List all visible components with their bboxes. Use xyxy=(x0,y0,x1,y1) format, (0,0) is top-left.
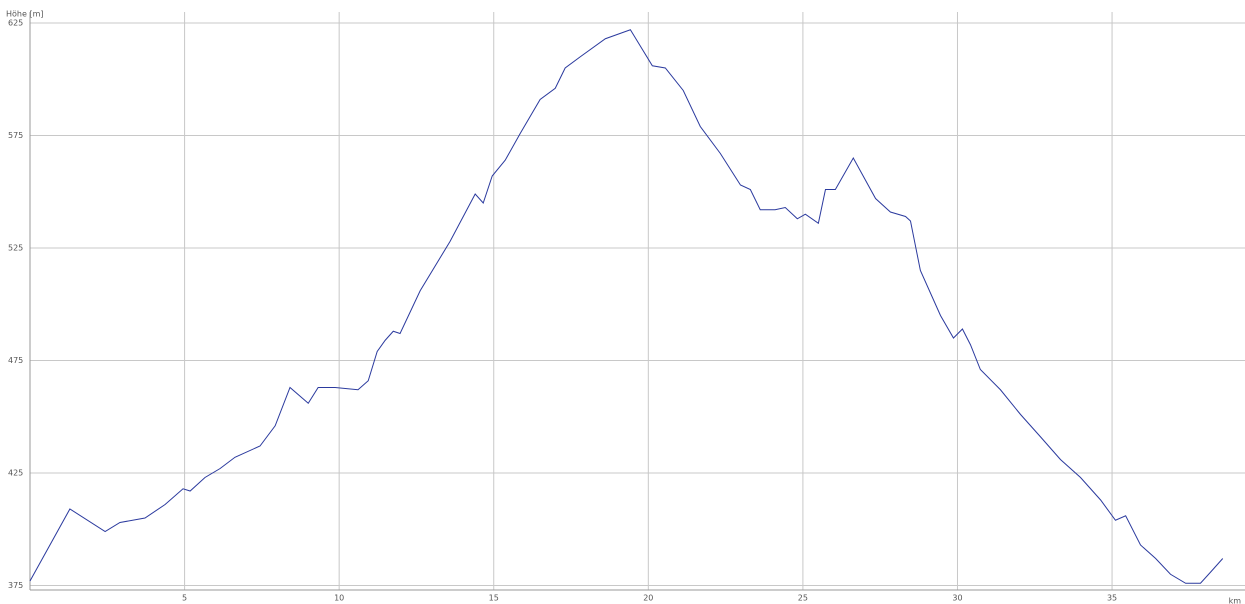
x-tick-label: 5 xyxy=(182,594,187,603)
x-tick-label: 35 xyxy=(1107,594,1117,603)
y-tick-label: 425 xyxy=(8,469,23,478)
x-tick-label: 20 xyxy=(643,594,653,603)
y-tick-label: 375 xyxy=(8,581,23,590)
y-tick-label: 575 xyxy=(8,131,23,140)
y-tick-label: 525 xyxy=(8,244,23,253)
x-tick-label: 25 xyxy=(798,594,808,603)
elevation-line xyxy=(29,29,1224,584)
x-axis-title: km xyxy=(1229,597,1242,604)
y-axis-title: Höhe [m] xyxy=(6,10,43,19)
y-tick-label: 625 xyxy=(8,19,23,28)
x-tick-label: 30 xyxy=(952,594,962,603)
x-tick-label: 15 xyxy=(489,594,499,603)
y-tick-label: 475 xyxy=(8,356,23,365)
x-tick-label: 10 xyxy=(334,594,344,603)
